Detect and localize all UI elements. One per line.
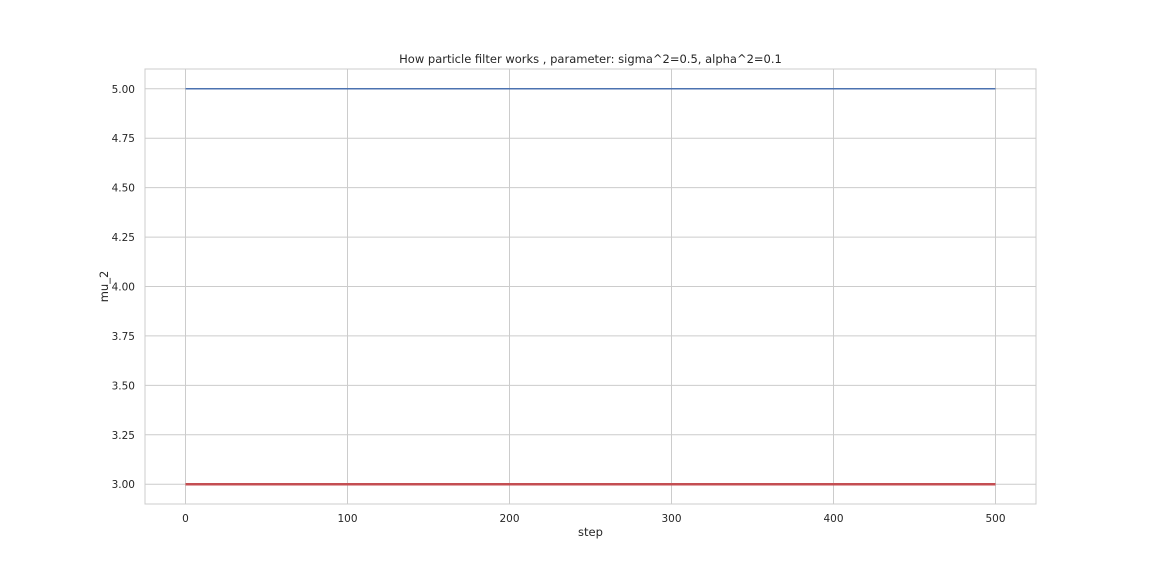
series-lines — [185, 88, 996, 486]
y-tick-label: 4.75 — [112, 133, 135, 145]
grid-lines — [145, 69, 1036, 504]
x-tick-label: 300 — [661, 513, 681, 525]
x-axis-ticks: 0 100 200 300 400 500 — [182, 513, 1005, 525]
x-axis-label: step — [578, 525, 603, 539]
y-axis-ticks: 3.00 3.25 3.50 3.75 4.00 4.25 4.50 4.75 5.00 — [112, 84, 135, 491]
x-tick-label: 400 — [823, 513, 843, 525]
plot-border — [144, 68, 1037, 505]
y-axis-label: mu_2 — [97, 271, 111, 303]
chart-title: How particle filter works , parameter: s… — [399, 52, 782, 66]
x-tick-label: 200 — [499, 513, 519, 525]
y-tick-label: 4.25 — [112, 232, 135, 244]
x-tick-label: 0 — [182, 513, 189, 525]
y-tick-label: 5.00 — [112, 84, 135, 96]
y-tick-label: 3.00 — [112, 479, 135, 491]
y-tick-label: 3.25 — [112, 430, 135, 442]
y-tick-label: 4.00 — [112, 282, 135, 294]
y-tick-label: 3.75 — [112, 331, 135, 343]
plot-frame — [144, 68, 1037, 505]
y-tick-label: 3.50 — [112, 380, 135, 392]
y-tick-label: 4.50 — [112, 183, 135, 195]
x-tick-label: 100 — [337, 513, 357, 525]
x-tick-label: 500 — [985, 513, 1005, 525]
